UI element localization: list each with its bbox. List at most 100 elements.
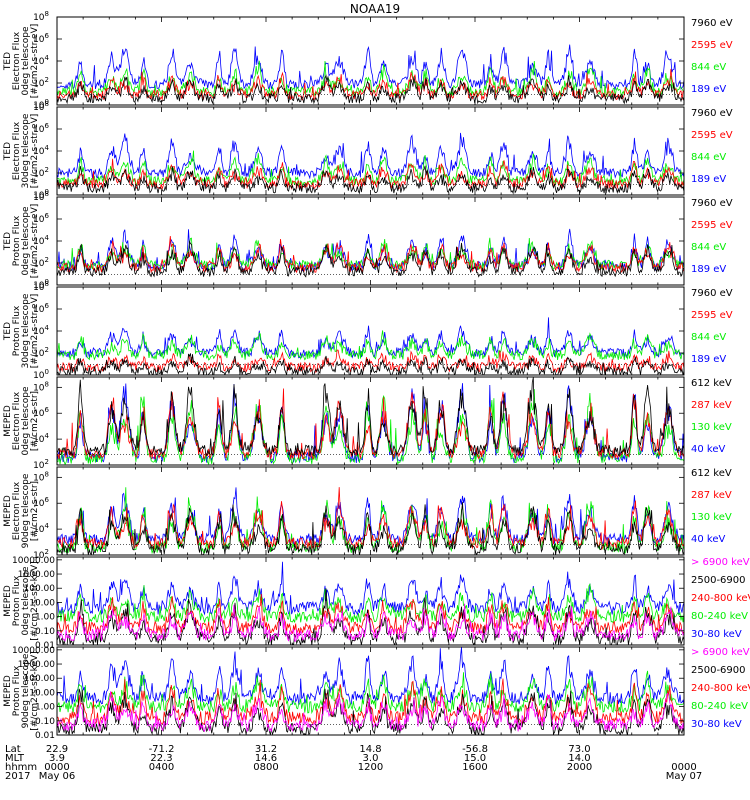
y-axis-label: Electron Flux <box>12 31 22 90</box>
y-axis-label: MEPED <box>3 675 13 707</box>
y-axis-label: [#/cm2-s-str-eV] <box>30 204 40 279</box>
legend-entry: 844 eV <box>691 332 726 343</box>
legend-entry: 80-240 keV <box>691 701 748 712</box>
panel-meped-electron-0deg: 102 104 106 108 MEPED Electron Flux 0deg teles… <box>3 376 732 471</box>
y-axis-label: 90deg telescope <box>21 653 31 728</box>
panel-ted-electron-0deg: 100 102 104 106 108 TED Electron Flux 0deg tele… <box>3 10 733 111</box>
legend-entry: 80-240 keV <box>691 611 748 622</box>
legend-entry: 189 eV <box>691 84 726 95</box>
y-axis-label: TED <box>3 232 13 251</box>
series-2500-6900 <box>57 688 684 735</box>
y-tick-label: 102 <box>33 346 49 359</box>
x-row-value: 14.0 <box>568 753 590 764</box>
y-tick-label: 108 <box>33 10 49 23</box>
y-tick-label: 106 <box>33 32 49 45</box>
y-tick-label: 108 <box>33 100 49 113</box>
y-tick-label: 100 <box>33 368 49 381</box>
legend-entry: 2595 eV <box>691 220 733 231</box>
x-row-value: 14.8 <box>359 744 381 755</box>
x-row-label: Lat <box>5 744 21 755</box>
x-row-value: 3.0 <box>363 753 379 764</box>
y-axis-label: Electron Flux <box>12 481 22 540</box>
series-2595-ev <box>57 158 684 191</box>
legend-entry: 189 eV <box>691 174 726 185</box>
legend-entry: 7960 eV <box>691 288 733 299</box>
legend-entry: 2595 eV <box>691 310 733 321</box>
y-tick-label: 1.00 <box>35 703 55 713</box>
y-axis-label: [#/cm2-s-str] <box>30 481 40 541</box>
x-row-value: 31.2 <box>255 744 277 755</box>
y-tick-label: 104 <box>33 54 49 67</box>
x-time-label: 0800 <box>253 762 278 773</box>
series-844-ev <box>57 330 684 361</box>
y-tick-label: 108 <box>33 470 49 483</box>
y-axis-label: [#/cm2-s-str-eV] <box>30 294 40 369</box>
panel-meped-electron-90deg: 102 104 106 108 MEPED Electron Flux 90deg tele… <box>3 466 732 561</box>
x-row-value: -71.2 <box>149 744 175 755</box>
y-tick-label: 104 <box>33 522 49 535</box>
series-7960-ev <box>57 74 684 105</box>
x-row-value: 22.9 <box>46 744 68 755</box>
legend-entry: 844 eV <box>691 242 726 253</box>
x-row-value: 15.0 <box>464 753 486 764</box>
y-axis-label: TED <box>3 52 13 71</box>
y-axis-label: MEPED <box>3 495 13 527</box>
y-tick-label: 108 <box>33 380 49 393</box>
y-axis-label: Electron Flux <box>12 391 22 450</box>
series-189-ev <box>57 132 684 180</box>
x-time-label: 0400 <box>149 762 174 773</box>
y-axis-label: [#/cm2-s-str-eV] <box>30 114 40 189</box>
legend-entry: 30-80 keV <box>691 629 742 640</box>
legend-entry: 240-800 keV <box>691 683 750 694</box>
legend-entry: 2500-6900 <box>691 575 746 586</box>
y-tick-label: 10.00 <box>29 598 55 608</box>
y-tick-label: 102 <box>33 166 49 179</box>
series-80-240-kev <box>57 583 684 624</box>
y-axis-label: Proton Flux <box>12 305 22 356</box>
y-axis-label: Proton Flux <box>12 215 22 266</box>
y-tick-label: 106 <box>33 212 49 225</box>
y-tick-label: 1000.00 <box>18 660 55 670</box>
y-tick-label: 0.01 <box>35 641 55 651</box>
y-tick-label: 106 <box>33 496 49 509</box>
series-240-800-kev <box>57 593 684 636</box>
legend-entry: 2500-6900 <box>691 665 746 676</box>
legend-entry: 130 keV <box>691 422 732 433</box>
y-axis-label: [#/cm2-s-str-eV] <box>30 24 40 99</box>
legend-entry: 30-80 keV <box>691 719 742 730</box>
y-tick-label: 102 <box>33 458 49 471</box>
panel-ted-electron-30deg: 100 102 104 106 108 TED Electron Flux 30deg tel… <box>3 100 733 201</box>
y-tick-label: 104 <box>33 144 49 157</box>
y-axis-label: [#/cm2-s-str-keV] <box>30 651 40 730</box>
y-tick-label: 102 <box>33 548 49 561</box>
x-row-label: hhmm <box>5 762 37 773</box>
y-tick-label: 100 <box>33 188 49 201</box>
x-row-label: MLT <box>5 753 25 764</box>
y-tick-label: 0.10 <box>35 627 55 637</box>
y-axis-label: Electron Flux <box>12 121 22 180</box>
series--6900-kev <box>57 691 684 733</box>
panel-meped-proton-90deg: 0.01 0.10 1.00 10.00 100.00 1000.00 10000.00 ME… <box>3 646 750 741</box>
x-date-label: May 07 <box>666 771 703 782</box>
x-date-label: May 06 <box>39 771 76 782</box>
y-tick-label: 100.00 <box>24 584 56 594</box>
legend-entry: 7960 eV <box>691 108 733 119</box>
y-tick-label: 0.01 <box>35 731 55 741</box>
y-tick-label: 10.00 <box>29 688 55 698</box>
panel-ted-proton-30deg: 100 102 104 106 108 TED Proton Flux 30deg teles… <box>3 280 733 381</box>
x-time-label: 0000 <box>671 762 696 773</box>
legend-entry: 130 keV <box>691 512 732 523</box>
legend-entry: 40 keV <box>691 444 725 455</box>
y-axis-label: 30deg telescope <box>21 293 31 368</box>
y-axis-label: [#/cm2-s-str-keV] <box>30 561 40 640</box>
y-axis-label: Proton Flux <box>12 665 22 716</box>
y-tick-label: 0.10 <box>35 717 55 727</box>
x-row-value: 14.6 <box>255 753 277 764</box>
y-axis-label: Proton Flux <box>12 575 22 626</box>
y-axis-label: 0deg telescope <box>21 566 31 636</box>
series-612-kev <box>57 377 684 459</box>
y-axis-label: 30deg telescope <box>21 113 31 188</box>
panel-meped-proton-0deg: 0.01 0.10 1.00 10.00 100.00 1000.00 10000.00 ME… <box>3 556 750 651</box>
y-axis-label: MEPED <box>3 585 13 617</box>
